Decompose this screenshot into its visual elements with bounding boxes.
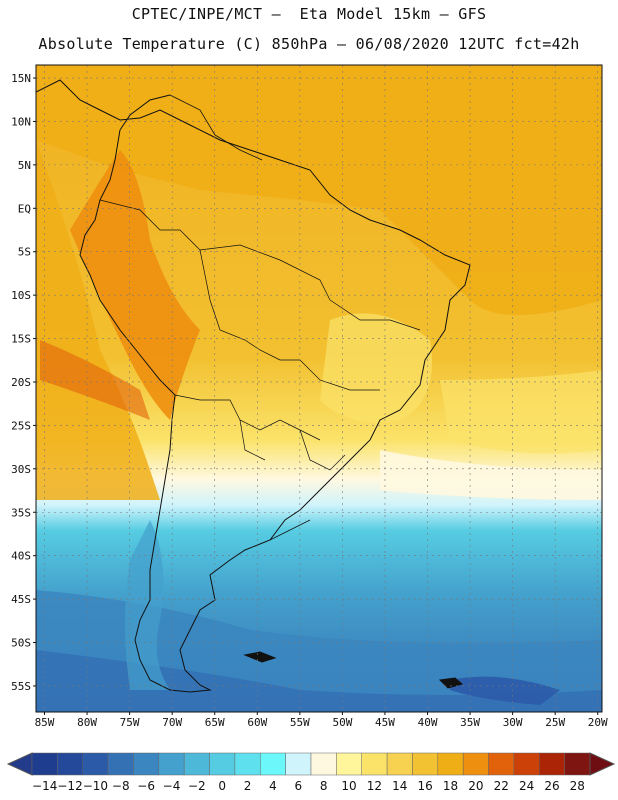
colorbar-label: 4: [269, 779, 277, 793]
colorbar-swatch: [82, 752, 109, 776]
lon-label: 85W: [35, 716, 55, 729]
colorbar-under-arrow: [6, 752, 33, 776]
colorbar-label: 8: [320, 779, 328, 793]
colorbar-swatch: [513, 752, 540, 776]
lon-label: 75W: [120, 716, 140, 729]
colorbar-swatch: [539, 752, 565, 776]
colorbar-swatch: [462, 752, 489, 776]
colorbar-label: 2: [244, 779, 252, 793]
colorbar-swatch: [158, 752, 185, 776]
colorbar-swatch: [412, 752, 439, 776]
lat-label: 20S: [11, 376, 31, 389]
colorbar-label: 22: [494, 779, 509, 793]
colorbar-label: −8: [112, 779, 130, 793]
lat-label: 15N: [11, 72, 31, 85]
colorbar-swatch: [57, 752, 83, 776]
colorbar-swatch: [183, 752, 210, 776]
lon-label: 20W: [588, 716, 608, 729]
lon-label: 45W: [375, 716, 395, 729]
colorbar-label: 14: [392, 779, 407, 793]
lat-label: 50S: [11, 637, 31, 650]
temperature-map: 15N 10N 5N EQ 5S 10S 15S 20S 25S 30S 35S 40S 45S 50S 5…: [11, 64, 608, 729]
colorbar-label: 6: [294, 779, 302, 793]
temperature-field: [36, 65, 602, 712]
lon-label: 60W: [247, 716, 267, 729]
lon-label: 30W: [503, 716, 523, 729]
lon-label: 50W: [332, 716, 352, 729]
colorbar-swatch: [133, 752, 160, 776]
lat-label: 15S: [11, 333, 31, 346]
colorbar-labels: −14 −12 −10 −8 −6 −4 −2 0 2 4 6 8 10 12 14 16 18 20 22 24 26…: [32, 779, 585, 793]
colorbar-label: 0: [218, 779, 226, 793]
lat-label: 35S: [11, 506, 31, 519]
lat-label: 40S: [11, 550, 31, 563]
colorbar-label: −10: [83, 779, 108, 793]
lat-label: 25S: [11, 419, 31, 432]
longitude-labels: 85W 80W 75W 70W 65W 60W 55W 50W 45W 40W 35W 30W 25W 2…: [35, 712, 608, 729]
colorbar-label: 26: [544, 779, 559, 793]
map-border: [35, 64, 603, 713]
colorbar-label: 28: [570, 779, 585, 793]
colorbar-swatch: [31, 752, 58, 776]
lat-label: 55S: [11, 680, 31, 693]
lon-label: 65W: [205, 716, 225, 729]
latitude-labels: 15N 10N 5N EQ 5S 10S 15S 20S 25S 30S 35S 40S 45S 50S 5…: [11, 72, 36, 693]
colorbar-swatch: [336, 752, 362, 776]
colorbar-swatch: [285, 752, 312, 776]
colorbar-label: 16: [417, 779, 432, 793]
lat-label: 5S: [18, 246, 31, 259]
colorbar-label: −2: [188, 779, 206, 793]
map-title: CPTEC/INPE/MCT – Eta Model 15km – GFS: [131, 5, 487, 23]
colorbar-label: −14: [32, 779, 57, 793]
lon-label: 25W: [545, 716, 565, 729]
colorbar-swatch: [361, 752, 388, 776]
lat-label: EQ: [18, 202, 31, 215]
colorbar-swatch: [310, 752, 337, 776]
graticule: [36, 65, 602, 712]
colorbar-swatch: [488, 752, 515, 776]
colorbar-swatch: [209, 752, 236, 776]
colorbar-label: 12: [367, 779, 382, 793]
colorbar-label: 24: [519, 779, 534, 793]
lat-label: 10S: [11, 289, 31, 302]
colorbar-swatch: [260, 752, 286, 776]
colorbar-label: −12: [57, 779, 82, 793]
lat-label: 5N: [18, 159, 31, 172]
lat-label: 30S: [11, 463, 31, 476]
colorbar-swatch: [234, 752, 261, 776]
colorbar-label: 20: [468, 779, 483, 793]
colorbar-swatch: [564, 752, 591, 776]
lat-label: 45S: [11, 593, 31, 606]
colorbar-label: −4: [163, 779, 181, 793]
lon-label: 55W: [290, 716, 310, 729]
colorbar: −14 −12 −10 −8 −6 −4 −2 0 2 4 6 8 10 12 14 16 18 20 22 24 26…: [6, 752, 616, 793]
colorbar-swatch: [437, 752, 464, 776]
coastlines: [36, 79, 471, 693]
colorbar-over-arrow: [589, 752, 616, 776]
lon-label: 80W: [77, 716, 97, 729]
colorbar-swatch: [386, 752, 413, 776]
lon-label: 40W: [418, 716, 438, 729]
colorbar-swatch: [107, 752, 134, 776]
lat-label: 10N: [11, 115, 31, 128]
colorbar-label: −6: [137, 779, 155, 793]
colorbar-label: 18: [443, 779, 458, 793]
colorbar-label: 10: [341, 779, 356, 793]
colorbar-swatches: [6, 752, 616, 776]
map-subtitle: Absolute Temperature (C) 850hPa – 06/08/…: [38, 35, 580, 53]
lon-label: 70W: [162, 716, 182, 729]
lon-label: 35W: [460, 716, 480, 729]
